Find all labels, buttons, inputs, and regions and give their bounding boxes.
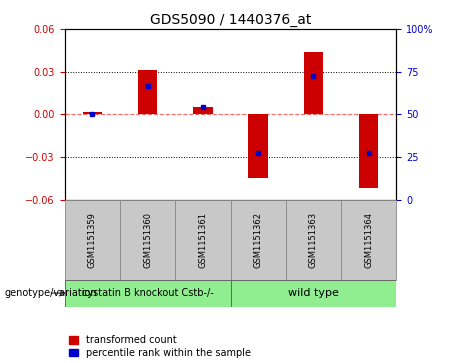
Bar (248, 114, 268, 178)
Bar (286, 200, 341, 280)
Bar (304, 52, 323, 114)
Bar (230, 200, 286, 280)
Bar (138, 70, 157, 114)
Legend: transformed count, percentile rank within the sample: transformed count, percentile rank withi… (70, 335, 251, 358)
Text: wild type: wild type (288, 288, 339, 298)
Text: GSM1151359: GSM1151359 (88, 212, 97, 268)
Bar (341, 200, 396, 280)
Bar (193, 107, 213, 114)
Bar (65, 280, 230, 307)
Bar (359, 114, 378, 188)
Title: GDS5090 / 1440376_at: GDS5090 / 1440376_at (150, 13, 311, 26)
Text: GSM1151361: GSM1151361 (198, 212, 207, 268)
Bar (230, 280, 396, 307)
Bar (65, 200, 120, 280)
Bar (175, 200, 230, 280)
Text: GSM1151360: GSM1151360 (143, 212, 152, 268)
Bar (83, 111, 102, 114)
Text: cystatin B knockout Cstb-/-: cystatin B knockout Cstb-/- (82, 288, 213, 298)
Bar (120, 200, 175, 280)
Text: GSM1151364: GSM1151364 (364, 212, 373, 268)
Text: genotype/variation: genotype/variation (5, 288, 97, 298)
Text: GSM1151362: GSM1151362 (254, 212, 263, 268)
Text: GSM1151363: GSM1151363 (309, 212, 318, 268)
